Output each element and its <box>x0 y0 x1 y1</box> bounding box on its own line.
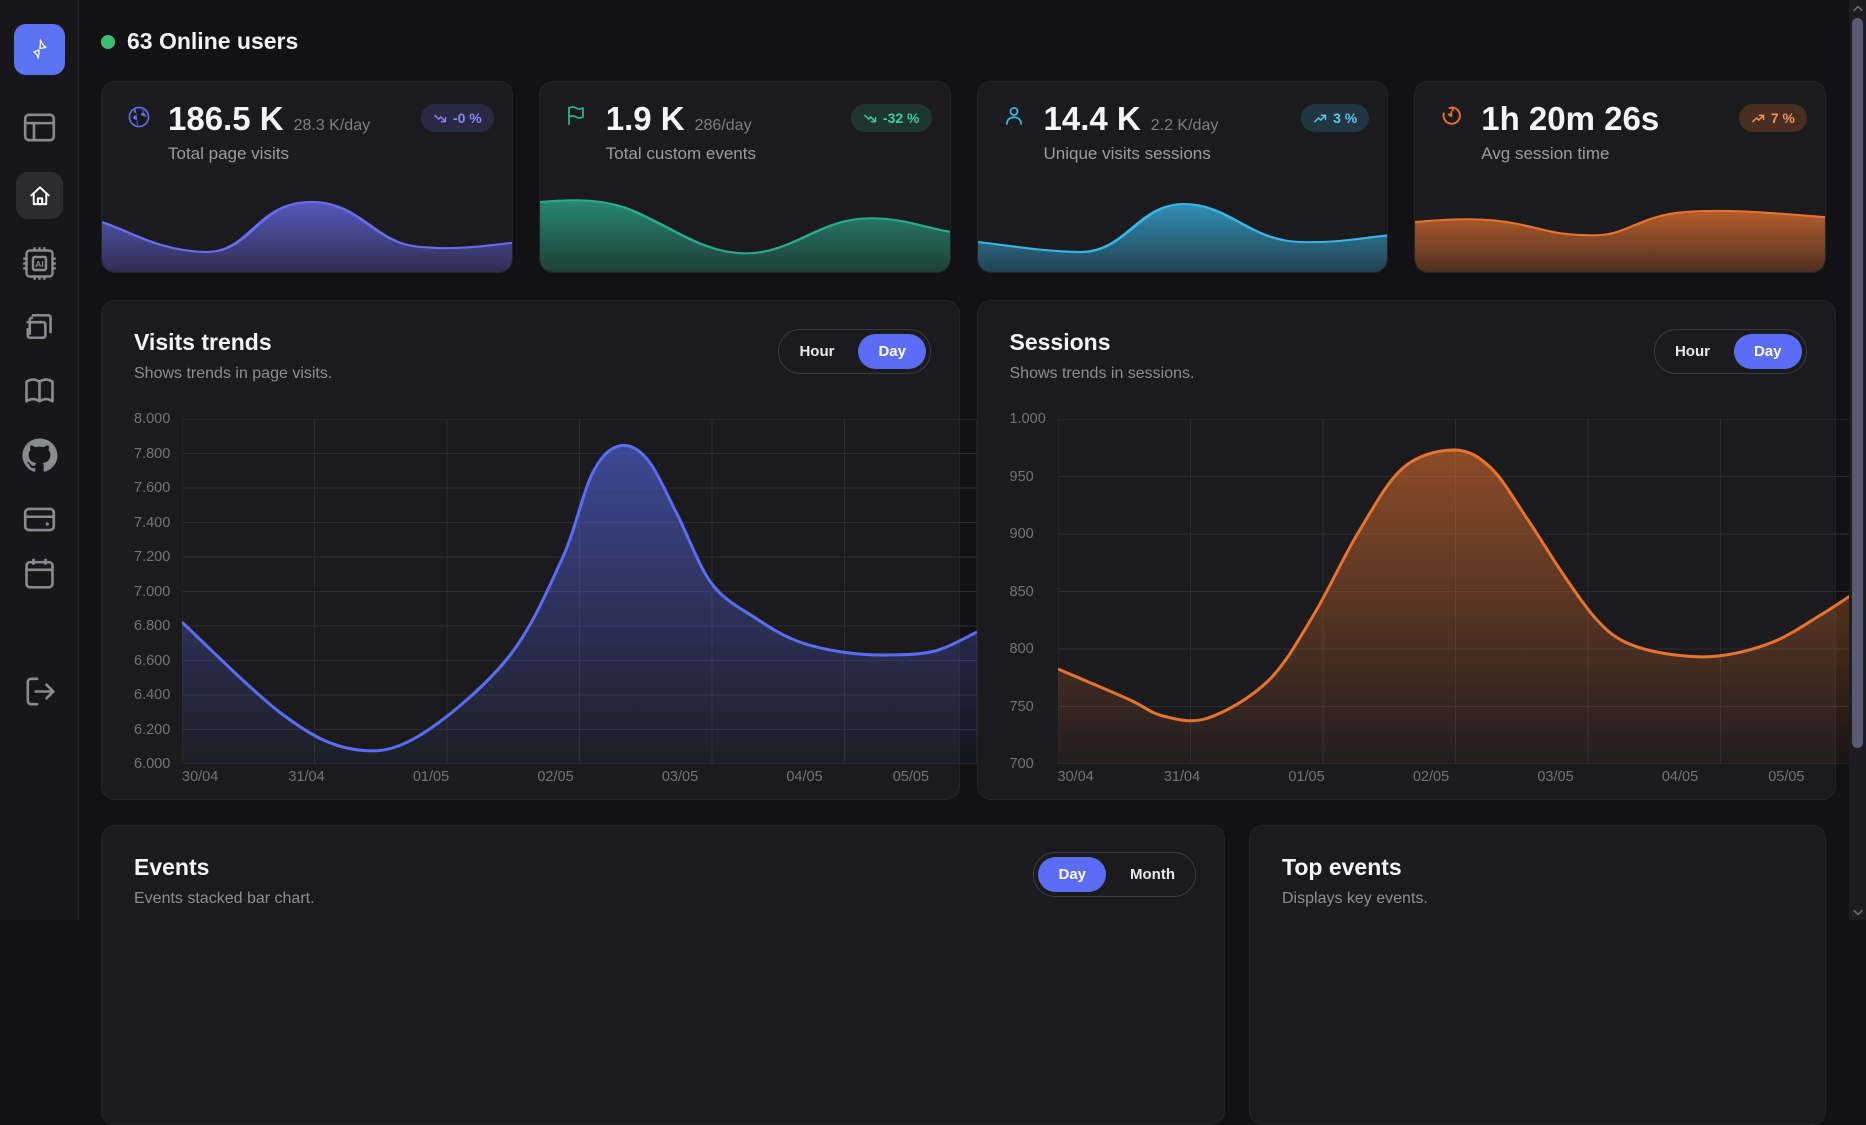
svg-text:AI: AI <box>35 259 43 269</box>
